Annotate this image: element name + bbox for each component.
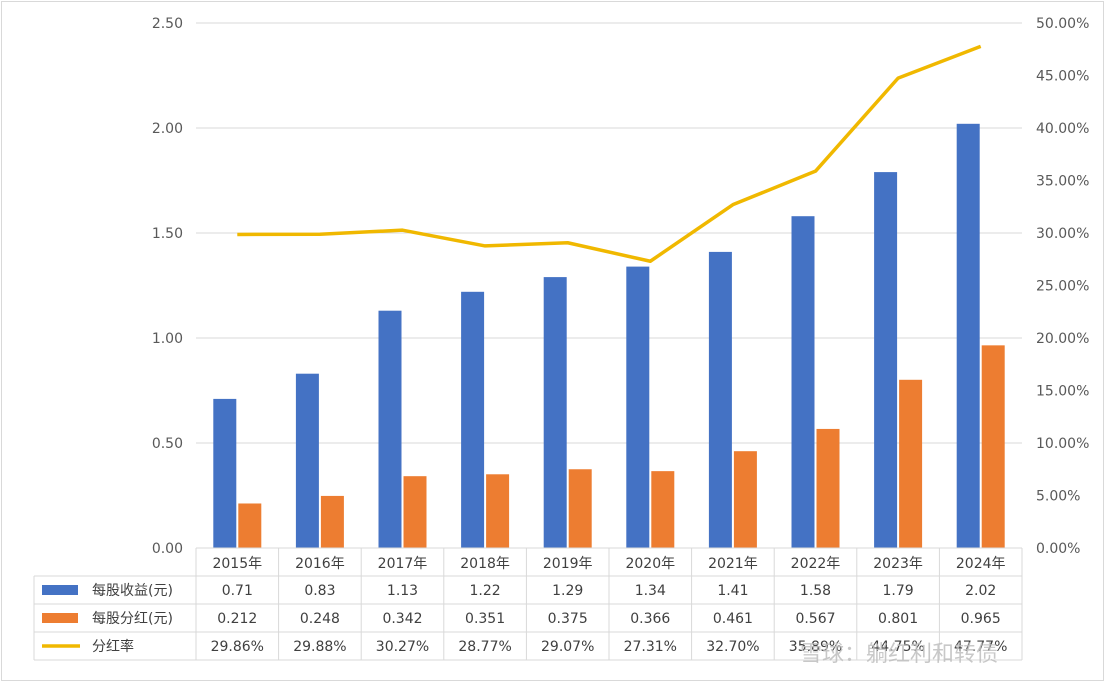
table-cell: 32.70% <box>706 639 759 655</box>
table-cell: 0.366 <box>630 611 670 627</box>
table-cell: 27.31% <box>624 639 677 655</box>
category-label: 2016年 <box>295 556 345 572</box>
legend-swatch <box>42 585 78 595</box>
table-cell: 29.86% <box>211 639 264 655</box>
table-cell: 0.965 <box>961 611 1001 627</box>
legend-label: 每股分红(元) <box>92 611 173 627</box>
table-cell: 1.41 <box>717 583 748 599</box>
table-cell: 0.567 <box>795 611 835 627</box>
category-label: 2022年 <box>791 556 841 572</box>
table-cell: 0.375 <box>548 611 588 627</box>
right-tick-label: 15.00% <box>1036 384 1089 400</box>
table-cell: 28.77% <box>458 639 511 655</box>
eps-bar <box>543 277 567 548</box>
category-label: 2023年 <box>873 556 923 572</box>
table-cell: 1.13 <box>387 583 418 599</box>
table-cell: 47.77% <box>954 639 1007 655</box>
table-cell: 30.27% <box>376 639 429 655</box>
left-tick-label: 1.00 <box>152 331 183 347</box>
table-cell: 2.02 <box>965 583 996 599</box>
table-cell: 1.58 <box>800 583 831 599</box>
right-tick-label: 35.00% <box>1036 174 1089 190</box>
eps-bar <box>295 373 319 548</box>
left-tick-label: 0.00 <box>152 541 183 557</box>
right-tick-label: 10.00% <box>1036 436 1089 452</box>
table-cell: 44.75% <box>871 639 924 655</box>
table-cell: 1.29 <box>552 583 583 599</box>
eps-bar <box>956 123 980 549</box>
table-cell: 0.342 <box>382 611 422 627</box>
table-cell: 0.212 <box>217 611 257 627</box>
category-label: 2024年 <box>956 556 1006 572</box>
dividend-bar <box>568 469 592 548</box>
table-cell: 0.351 <box>465 611 505 627</box>
table-cell: 0.801 <box>878 611 918 627</box>
legend-label: 每股收益(元) <box>92 583 173 599</box>
dividend-bar <box>238 503 262 548</box>
category-label: 2018年 <box>460 556 510 572</box>
dividend-bar <box>816 428 840 548</box>
dividend-bar <box>403 476 427 548</box>
dividend-bar <box>899 379 923 548</box>
legend-swatch <box>42 613 78 623</box>
right-tick-label: 20.00% <box>1036 331 1089 347</box>
right-tick-label: 30.00% <box>1036 226 1089 242</box>
dividend-bar <box>981 345 1005 548</box>
right-tick-label: 50.00% <box>1036 16 1089 32</box>
right-tick-label: 40.00% <box>1036 121 1089 137</box>
left-tick-label: 2.00 <box>152 121 183 137</box>
ratio-line-series <box>237 44 982 263</box>
right-tick-label: 25.00% <box>1036 279 1089 295</box>
table-cell: 0.71 <box>222 583 253 599</box>
right-axis-ticks: 0.00% 5.00% 10.00% 15.00% 20.00% 25.00% 30.00%… <box>1036 16 1089 557</box>
category-label: 2017年 <box>378 556 428 572</box>
category-label: 2021年 <box>708 556 758 572</box>
legend-label: 分红率 <box>92 638 134 655</box>
table-cell: 1.22 <box>470 583 501 599</box>
dividend-bar <box>320 495 344 548</box>
right-tick-label: 45.00% <box>1036 69 1089 85</box>
eps-bar <box>378 310 402 548</box>
left-tick-label: 1.50 <box>152 226 183 242</box>
table-cell: 1.79 <box>883 583 914 599</box>
dividend-bar <box>651 471 675 548</box>
category-label: 2020年 <box>625 556 675 572</box>
dividend-bar <box>486 474 510 548</box>
dividend-bar <box>733 451 757 548</box>
category-label: 2019年 <box>543 556 593 572</box>
table-cell: 0.461 <box>713 611 753 627</box>
eps-bar <box>626 266 650 548</box>
table-cell: 29.88% <box>293 639 346 655</box>
table-cell: 1.34 <box>635 583 666 599</box>
eps-bar <box>708 251 732 548</box>
data-table: 2015年 2016年 2017年 2018年 2019年 2020年 2021年 2022年… <box>33 547 1023 661</box>
table-cell: 29.07% <box>541 639 594 655</box>
eps-bar <box>461 291 485 548</box>
right-tick-label: 0.00% <box>1036 541 1080 557</box>
table-cell: 0.248 <box>300 611 340 627</box>
eps-bar <box>874 172 898 548</box>
left-tick-label: 2.50 <box>152 16 183 32</box>
right-tick-label: 5.00% <box>1036 489 1080 505</box>
eps-bar <box>791 216 815 548</box>
bar-series <box>213 123 1005 549</box>
watermark-text: 雪球：躺红利和转债 <box>800 642 998 667</box>
left-axis-ticks: 0.00 0.50 1.00 1.50 2.00 2.50 <box>152 16 183 557</box>
eps-bar <box>213 398 237 548</box>
table-cell: 0.83 <box>304 583 335 599</box>
table-cell: 35.89% <box>789 639 842 655</box>
left-tick-label: 0.50 <box>152 436 183 452</box>
payout-ratio-line <box>237 44 982 263</box>
category-label: 2015年 <box>212 556 262 572</box>
